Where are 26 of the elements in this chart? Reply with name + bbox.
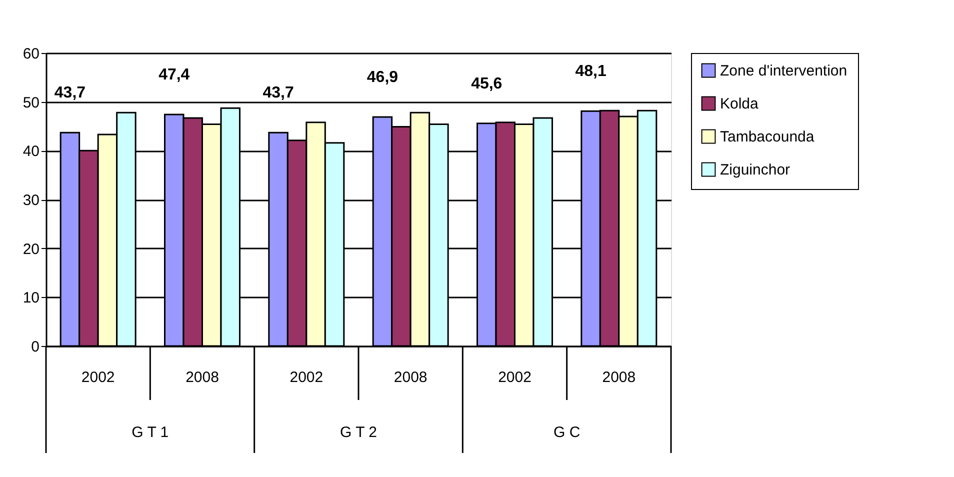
x-tick-label: 2002 [81,369,115,386]
y-tick-label: 60 [22,46,40,62]
data-label: 48,1 [575,63,606,80]
x-tick-label: 2008 [186,369,219,386]
data-label: 47,4 [158,66,190,84]
legend-label: Zone d'intervention [720,62,848,80]
data-label: 46,9 [366,68,398,86]
x-tick-label: 2002 [290,369,324,386]
x-tick-label: 2008 [394,369,428,386]
y-tick-label: 20 [22,240,40,258]
x-tick-label: 2008 [602,369,636,386]
y-tick-label: 50 [22,94,40,112]
y-tick-label: 10 [22,290,40,307]
text: G T 1 [132,424,169,441]
text: G T 2 [340,424,377,441]
legend-label: Kolda [720,96,760,112]
data-label: 43,7 [54,84,86,102]
data-label: 45,6 [471,75,502,92]
legend-label: Tambacounda [720,128,815,146]
legend-label: Ziguinchor [720,162,790,178]
x-tick-label: 2002 [498,369,532,386]
text: G C [553,424,580,441]
y-tick-label: 40 [22,143,40,160]
y-tick-label: 0 [31,338,40,356]
y-tick-label: 30 [22,192,40,209]
data-label: 43,7 [262,84,294,102]
